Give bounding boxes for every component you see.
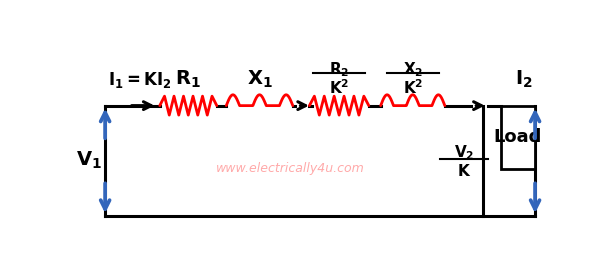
Text: $\mathbf{K^2}$: $\mathbf{K^2}$ xyxy=(329,78,349,97)
Text: Load: Load xyxy=(494,128,542,146)
Text: $\mathbf{R_2}$: $\mathbf{R_2}$ xyxy=(329,60,349,79)
Text: $\mathbf{V_1}$: $\mathbf{V_1}$ xyxy=(75,150,102,172)
Text: $\mathbf{X_1}$: $\mathbf{X_1}$ xyxy=(246,69,272,90)
Polygon shape xyxy=(501,106,535,169)
Text: www.electrically4u.com: www.electrically4u.com xyxy=(216,162,365,175)
Text: $\mathbf{I_1 = KI_2}$: $\mathbf{I_1 = KI_2}$ xyxy=(107,70,171,90)
Text: $\mathbf{I_2}$: $\mathbf{I_2}$ xyxy=(515,69,533,90)
Text: $\mathbf{X_2}$: $\mathbf{X_2}$ xyxy=(403,60,423,79)
Text: $\mathbf{R_1}$: $\mathbf{R_1}$ xyxy=(175,69,201,90)
Text: $\mathbf{V_2}$: $\mathbf{V_2}$ xyxy=(454,143,474,162)
Text: $\mathbf{K^2}$: $\mathbf{K^2}$ xyxy=(403,78,423,97)
Text: $\mathbf{K}$: $\mathbf{K}$ xyxy=(457,163,471,179)
